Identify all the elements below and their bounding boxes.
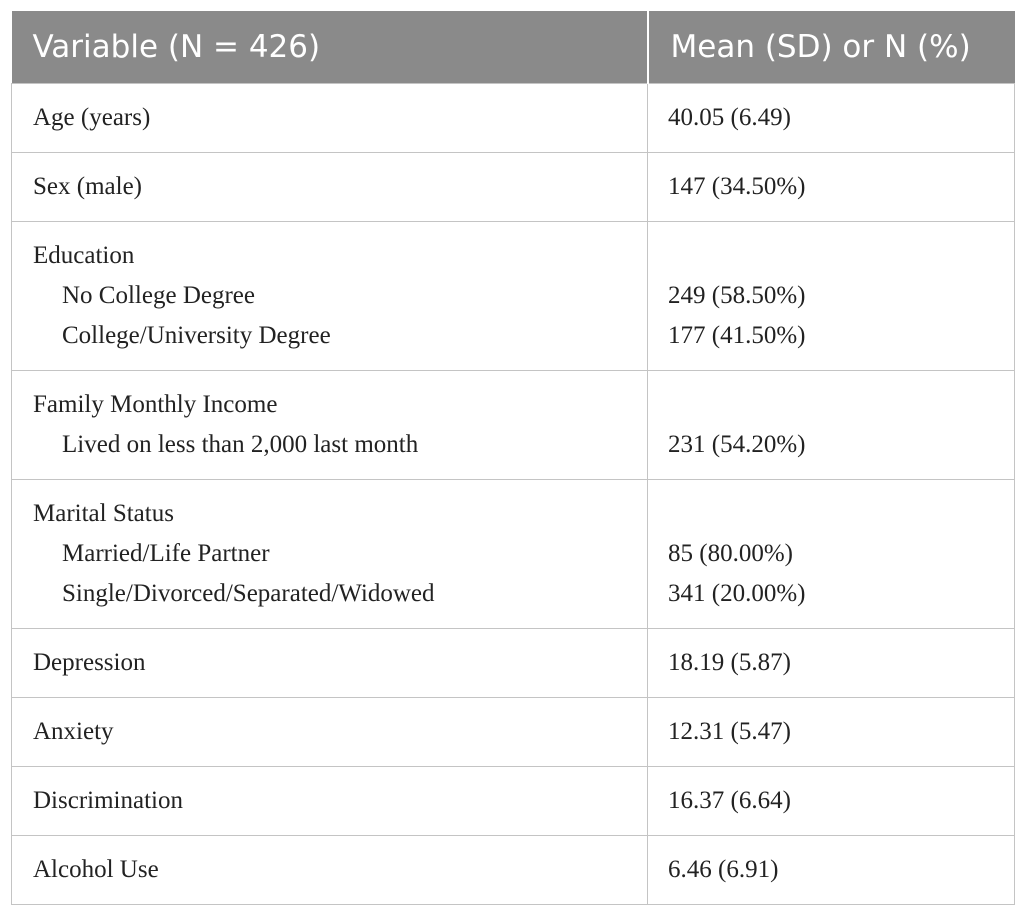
row-value: 18.19 (5.87) xyxy=(647,627,1015,698)
sub-value: 249 (58.50%) xyxy=(668,281,806,309)
empty-cell xyxy=(668,494,1014,534)
row-label: Alcohol Use xyxy=(11,834,648,905)
row-value: 16.37 (6.64) xyxy=(647,765,1015,836)
row-label-group: Family Monthly Income Lived on less than… xyxy=(11,369,648,480)
row-label: Depression xyxy=(11,627,648,698)
table-row: Discrimination 16.37 (6.64) xyxy=(11,765,1015,836)
row-label: Anxiety xyxy=(11,696,648,767)
sub-label: Single/Divorced/Separated/Widowed xyxy=(62,579,435,607)
sub-label: College/University Degree xyxy=(62,321,331,349)
table-row: Education No College Degree College/Univ… xyxy=(11,220,1015,371)
header-value: Mean (SD) or N (%) xyxy=(647,11,1015,83)
header-variable: Variable (N = 426) xyxy=(11,11,649,83)
table-row: Anxiety 12.31 (5.47) xyxy=(11,696,1015,767)
row-value-group: 249 (58.50%) 177 (41.50%) xyxy=(647,220,1015,371)
table-row: Marital Status Married/Life Partner Sing… xyxy=(11,478,1015,629)
table-row: Family Monthly Income Lived on less than… xyxy=(11,369,1015,480)
empty-cell xyxy=(668,385,1014,425)
sub-value: 341 (20.00%) xyxy=(668,579,806,607)
table-row: Depression 18.19 (5.87) xyxy=(11,627,1015,698)
group-heading: Marital Status xyxy=(33,499,174,527)
table-header-row: Variable (N = 426) Mean (SD) or N (%) xyxy=(11,11,1015,83)
table-row: Sex (male) 147 (34.50%) xyxy=(11,151,1015,222)
row-label: Age (years) xyxy=(11,82,648,153)
row-value: 147 (34.50%) xyxy=(647,151,1015,222)
row-value: 12.31 (5.47) xyxy=(647,696,1015,767)
row-value-group: 231 (54.20%) xyxy=(647,369,1015,480)
row-label: Sex (male) xyxy=(11,151,648,222)
demographics-table-container: Variable (N = 426) Mean (SD) or N (%) Ag… xyxy=(11,11,1015,905)
row-label-group: Education No College Degree College/Univ… xyxy=(11,220,648,371)
demographics-table: Variable (N = 426) Mean (SD) or N (%) Ag… xyxy=(11,11,1015,905)
sub-value: 231 (54.20%) xyxy=(668,430,806,458)
group-heading: Family Monthly Income xyxy=(33,390,278,418)
table-row: Age (years) 40.05 (6.49) xyxy=(11,82,1015,153)
empty-cell xyxy=(668,236,1014,276)
sub-label: No College Degree xyxy=(62,281,255,309)
sub-value: 85 (80.00%) xyxy=(668,539,793,567)
row-value: 40.05 (6.49) xyxy=(647,82,1015,153)
sub-label: Lived on less than 2,000 last month xyxy=(62,430,419,458)
row-value: 6.46 (6.91) xyxy=(647,834,1015,905)
row-label-group: Marital Status Married/Life Partner Sing… xyxy=(11,478,648,629)
sub-value: 177 (41.50%) xyxy=(668,321,806,349)
sub-label: Married/Life Partner xyxy=(62,539,270,567)
row-label: Discrimination xyxy=(11,765,648,836)
table-row: Alcohol Use 6.46 (6.91) xyxy=(11,834,1015,905)
group-heading: Education xyxy=(33,241,135,269)
row-value-group: 85 (80.00%) 341 (20.00%) xyxy=(647,478,1015,629)
